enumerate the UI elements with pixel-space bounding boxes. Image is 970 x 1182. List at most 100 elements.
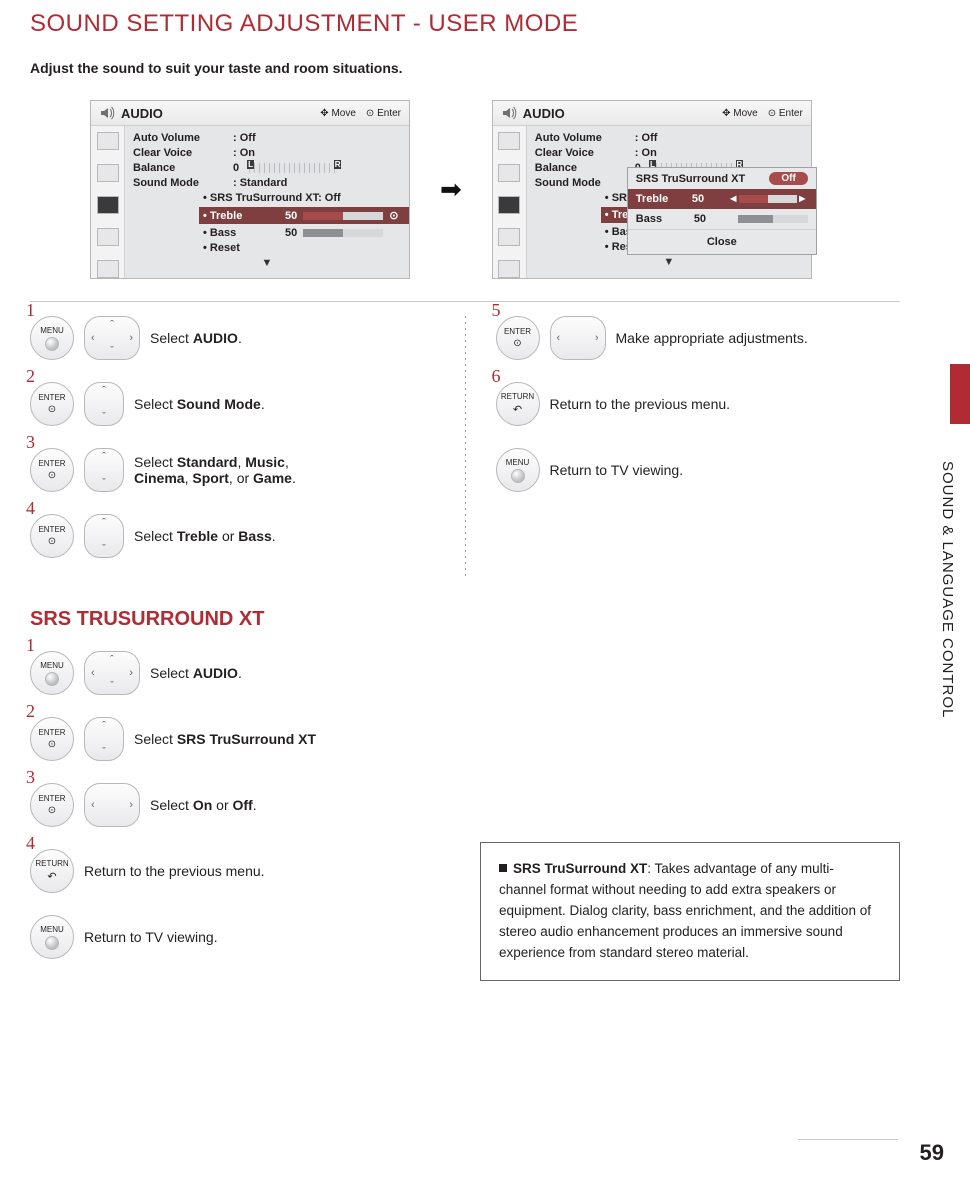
balance-slider: LR	[249, 163, 339, 173]
step-number: 2	[26, 701, 35, 722]
steps-section-b: 1 MENU ˆˇ‹› Select AUDIO. 2 ENTER⊙ ˆˇ Se…	[30, 651, 900, 981]
step-text: Make appropriate adjustments.	[616, 330, 808, 346]
step-text: Select Treble or Bass.	[134, 528, 276, 544]
scroll-down-icon: ▼	[535, 256, 803, 268]
step-b1: 1 MENU ˆˇ‹› Select AUDIO.	[30, 651, 450, 695]
step-text: Select AUDIO.	[150, 330, 242, 346]
menu-tab-icons	[493, 126, 527, 278]
step-text: Return to TV viewing.	[84, 929, 218, 945]
arrow-left-icon: ◄	[728, 193, 739, 205]
separator	[30, 301, 900, 302]
step-text: Return to the previous menu.	[84, 863, 265, 879]
tab-icon	[97, 228, 119, 246]
menu-tab-icons	[91, 126, 125, 278]
audio-menu-right: AUDIO ✥ Move ⊙ Enter Auto Volume: Off Cl…	[492, 100, 812, 279]
menu-row-auto-volume: Auto Volume: Off	[535, 132, 803, 144]
enter-button[interactable]: ENTER⊙	[30, 717, 74, 761]
enter-button[interactable]: ENTER⊙	[30, 514, 74, 558]
enter-button[interactable]: ENTER⊙	[496, 316, 540, 360]
footer-rule	[798, 1139, 898, 1140]
dpad-left-right[interactable]: ‹›	[550, 316, 606, 360]
tab-icon-selected	[498, 196, 520, 214]
dpad-button[interactable]: ˆˇ‹›	[84, 316, 140, 360]
step-number: 3	[26, 432, 35, 453]
step-text: Select SRS TruSurround XT	[134, 731, 316, 747]
tab-icon	[97, 164, 119, 182]
menu-row-balance: Balance 0 LR	[133, 162, 401, 174]
step-text: Select Standard, Music, Cinema, Sport, o…	[134, 454, 296, 486]
menu-button[interactable]: MENU	[30, 651, 74, 695]
dpad-up-down[interactable]: ˆˇ	[84, 514, 124, 558]
popup-row-treble: Treble 50 ◄►	[628, 189, 816, 209]
step-number: 6	[492, 366, 501, 387]
step-text: Select On or Off.	[150, 797, 257, 813]
step-number: 4	[26, 498, 35, 519]
speaker-icon	[501, 105, 517, 121]
step-3: 3 ENTER⊙ ˆˇ Select Standard, Music, Cine…	[30, 448, 435, 492]
step-number: 5	[492, 300, 501, 321]
step-b2: 2 ENTER⊙ ˆˇ Select SRS TruSurround XT	[30, 717, 450, 761]
dpad-left-right[interactable]: ‹›	[84, 783, 140, 827]
step-4: 4 ENTER⊙ ˆˇ Select Treble or Bass.	[30, 514, 435, 558]
step-b4: 4 RETURN↶ Return to the previous menu.	[30, 849, 450, 893]
popup-close-button[interactable]: Close	[628, 229, 816, 254]
step-number: 2	[26, 366, 35, 387]
menu-title: AUDIO	[121, 106, 163, 121]
step-2: 2 ENTER⊙ ˆˇ Select Sound Mode.	[30, 382, 435, 426]
srs-popup: SRS TruSurround XT Off Treble 50 ◄► Bass…	[627, 167, 817, 255]
sidebar-section-label: SOUND & LANGUAGE CONTROL	[930, 380, 956, 800]
menu-screens-row: AUDIO ✥ Move ⊙ Enter Auto Volume: Off Cl…	[30, 100, 900, 279]
bullet-icon	[499, 864, 507, 872]
step-text: Return to the previous menu.	[550, 396, 731, 412]
page-heading: SOUND SETTING ADJUSTMENT - USER MODE	[30, 10, 900, 38]
step-5: 5 ENTER⊙ ‹› Make appropriate adjustments…	[496, 316, 901, 360]
menu-sub-treble-highlight: • Treble 50 ⊙	[199, 207, 409, 224]
step-text: Select Sound Mode.	[134, 396, 265, 412]
step-1: 1 MENU ˆˇ‹› Select AUDIO.	[30, 316, 435, 360]
tab-icon	[498, 164, 520, 182]
enter-button[interactable]: ENTER⊙	[30, 448, 74, 492]
tab-icon-selected	[97, 196, 119, 214]
srs-note-box: SRS TruSurround XT: Takes advantage of a…	[480, 842, 900, 981]
menu-button[interactable]: MENU	[30, 316, 74, 360]
menu-sub-srs: • SRS TruSurround XT: Off	[203, 192, 401, 204]
arrow-right-icon: ➡	[440, 174, 462, 205]
audio-menu-left: AUDIO ✥ Move ⊙ Enter Auto Volume: Off Cl…	[90, 100, 410, 279]
bass-slider	[303, 229, 383, 237]
column-divider	[465, 316, 466, 580]
menu-header: AUDIO ✥ Move ⊙ Enter	[493, 101, 811, 126]
step-number: 1	[26, 300, 35, 321]
menu-header: AUDIO ✥ Move ⊙ Enter	[91, 101, 409, 126]
menu-button[interactable]: MENU	[30, 915, 74, 959]
step-number: 1	[26, 635, 35, 656]
tab-icon	[498, 228, 520, 246]
step-number: 4	[26, 833, 35, 854]
steps-section-a: 1 MENU ˆˇ‹› Select AUDIO. 2 ENTER⊙ ˆˇ Se…	[30, 316, 900, 580]
step-6: 6 RETURN↶ Return to the previous menu.	[496, 382, 901, 426]
menu-button[interactable]: MENU	[496, 448, 540, 492]
popup-row-srs: SRS TruSurround XT Off	[628, 168, 816, 189]
treble-slider	[303, 212, 383, 220]
speaker-icon	[99, 105, 115, 121]
return-button[interactable]: RETURN↶	[496, 382, 540, 426]
menu-row-auto-volume: Auto Volume: Off	[133, 132, 401, 144]
tab-icon	[498, 260, 520, 278]
dpad-up-down[interactable]: ˆˇ	[84, 382, 124, 426]
enter-button[interactable]: ENTER⊙	[30, 783, 74, 827]
step-number: 3	[26, 767, 35, 788]
dpad-up-down[interactable]: ˆˇ	[84, 717, 124, 761]
menu-row-sound-mode: Sound Mode: Standard	[133, 177, 401, 189]
return-button[interactable]: RETURN↶	[30, 849, 74, 893]
arrow-right-icon: ►	[797, 193, 808, 205]
tab-icon	[498, 132, 520, 150]
menu-title: AUDIO	[523, 106, 565, 121]
page-number: 59	[920, 1140, 944, 1166]
dpad-up-down[interactable]: ˆˇ	[84, 448, 124, 492]
menu-row-clear-voice: Clear Voice: On	[535, 147, 803, 159]
enter-button[interactable]: ENTER⊙	[30, 382, 74, 426]
dpad-button[interactable]: ˆˇ‹›	[84, 651, 140, 695]
popup-bass-slider	[738, 215, 808, 223]
popup-row-bass: Bass 50	[628, 209, 816, 229]
menu-nav-hints: ✥ Move ⊙ Enter	[320, 108, 401, 119]
menu-row-clear-voice: Clear Voice: On	[133, 147, 401, 159]
